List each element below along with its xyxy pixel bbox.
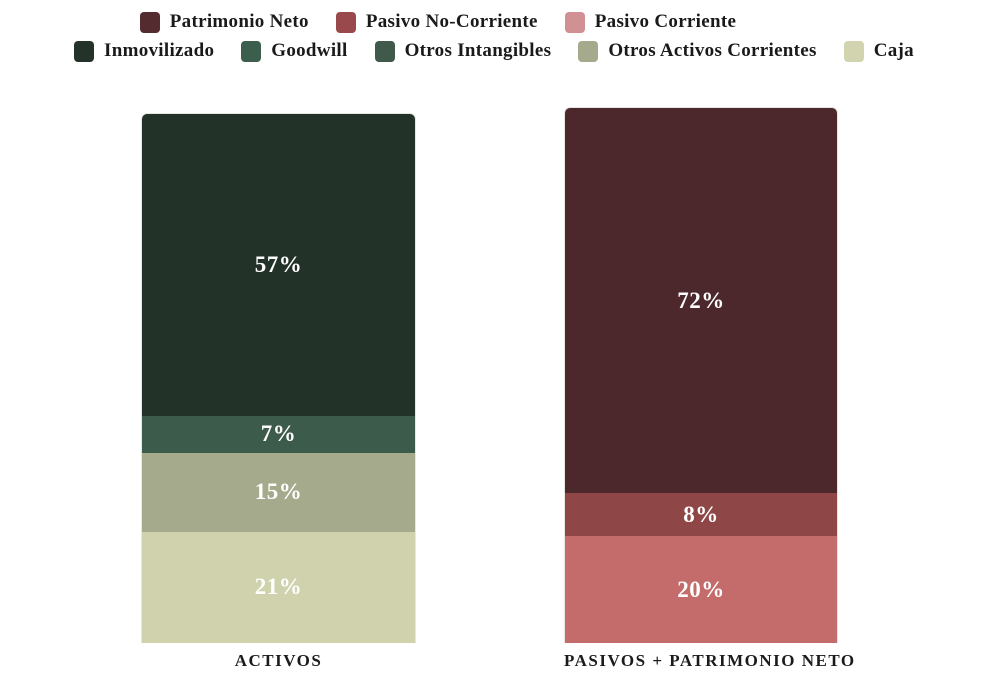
legend-swatch-icon — [843, 40, 864, 62]
legend-label: Pasivo No-Corriente — [365, 11, 538, 32]
legend-row-2: Inmovilizado Goodwill Otros Intangibles Otr… — [74, 40, 914, 62]
legend-item-pasivo-corriente: Pasivo Corriente — [564, 11, 737, 33]
legend-item-inmovilizado: Inmovilizado — [74, 40, 214, 62]
segment-value-label: 72% — [677, 287, 725, 313]
legend-label: Pasivo Corriente — [594, 11, 737, 32]
segment-value-label: 20% — [677, 576, 725, 602]
legend-swatch-icon — [139, 11, 160, 33]
legend-row-1: Patrimonio Neto Pasivo No-Corriente Pasivo… — [139, 11, 848, 33]
legend-item-otros-intangibles: Otros Intangibles — [374, 40, 552, 62]
bar-segment-otros-intangibles: 7% — [142, 415, 415, 453]
legend-swatch-icon — [578, 40, 599, 62]
bar-segment-pasivo-corriente: 20% — [565, 536, 837, 643]
legend-label: Caja — [873, 40, 914, 61]
legend-label: Goodwill — [271, 40, 348, 61]
bar-pasivos: 72% 8% 20% — [564, 107, 838, 643]
legend-item-caja: Caja — [843, 40, 914, 62]
legend-label: Otros Intangibles — [404, 40, 552, 61]
bar-segment-otros-activos-corrientes: 15% — [142, 452, 415, 532]
segment-value-label: 7% — [260, 421, 297, 447]
segment-value-label: 8% — [683, 501, 719, 527]
legend-label: Patrimonio Neto — [169, 11, 309, 32]
chart-legend: Patrimonio Neto Pasivo No-Corriente Pasivo… — [0, 11, 988, 62]
bar-segment-inmovilizado: 57% — [142, 114, 415, 416]
legend-item-patrimonio-neto: Patrimonio Neto — [139, 11, 309, 33]
bar-segment-caja: 21% — [142, 531, 415, 643]
segment-value-label: 57% — [254, 251, 303, 277]
bar-segment-patrimonio-neto: 72% — [565, 108, 837, 494]
legend-item-otros-activos-corrientes: Otros Activos Corrientes — [578, 40, 816, 62]
bar-activos: 57% 7% 15% 21% — [141, 113, 416, 643]
legend-swatch-icon — [374, 40, 395, 62]
legend-label: Otros Activos Corrientes — [608, 40, 817, 61]
legend-swatch-icon — [241, 40, 262, 62]
segment-value-label: 21% — [254, 574, 303, 600]
legend-item-pasivo-no-corriente: Pasivo No-Corriente — [335, 11, 538, 33]
axis-label-activos: ACTIVOS — [234, 651, 323, 670]
legend-item-goodwill: Goodwill — [241, 40, 347, 62]
legend-label: Inmovilizado — [104, 40, 215, 61]
legend-swatch-icon — [335, 11, 356, 33]
legend-swatch-icon — [74, 40, 95, 62]
segment-value-label: 15% — [254, 479, 303, 505]
axis-label-pasivos: PASIVOS + PATRIMONIO NETO — [564, 651, 856, 670]
legend-swatch-icon — [564, 11, 585, 33]
bar-segment-pasivo-no-corriente: 8% — [565, 493, 837, 536]
